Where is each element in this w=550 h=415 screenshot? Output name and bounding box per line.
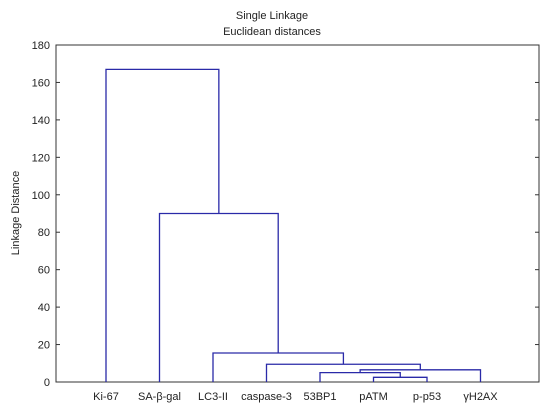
y-tick-label: 20 — [38, 340, 50, 352]
y-axis-ticks: 0 20 40 60 80 100 120 140 160 180 — [32, 40, 539, 389]
leaf-label: γH2AX — [463, 391, 498, 403]
leaf-label: caspase-3 — [241, 391, 292, 403]
y-tick-label: 0 — [44, 377, 50, 389]
leaf-label: pATM — [359, 391, 388, 403]
dendrogram-link — [372, 376, 428, 382]
dendrogram-link — [359, 369, 482, 382]
chart-title: Single Linkage — [236, 10, 308, 22]
leaf-labels: Ki-67 SA-β-gal LC3-II caspase-3 53BP1 pATM p-p… — [93, 391, 498, 403]
leaf-label: Ki-67 — [93, 391, 119, 403]
dendrogram-tree — [105, 68, 482, 382]
y-tick-label: 120 — [32, 152, 50, 164]
y-tick-label: 40 — [38, 302, 50, 314]
y-tick-label: 140 — [32, 115, 50, 127]
y-axis-label: Linkage Distance — [10, 171, 22, 255]
leaf-label: SA-β-gal — [138, 391, 181, 403]
dendrogram-link — [158, 212, 279, 382]
y-tick-label: 160 — [32, 77, 50, 89]
dendrogram-link — [105, 68, 220, 382]
chart-subtitle: Euclidean distances — [223, 26, 321, 38]
leaf-label: LC3-II — [198, 391, 228, 403]
leaf-label: 53BP1 — [303, 391, 336, 403]
y-tick-label: 180 — [32, 40, 50, 52]
dendrogram-link — [319, 371, 401, 382]
plot-frame — [55, 44, 540, 383]
dendrogram-link — [265, 363, 421, 382]
y-tick-label: 60 — [38, 265, 50, 277]
leaf-label: p-p53 — [413, 391, 441, 403]
dendrogram-link — [212, 352, 345, 382]
y-tick-label: 80 — [38, 227, 50, 239]
y-tick-label: 100 — [32, 190, 50, 202]
